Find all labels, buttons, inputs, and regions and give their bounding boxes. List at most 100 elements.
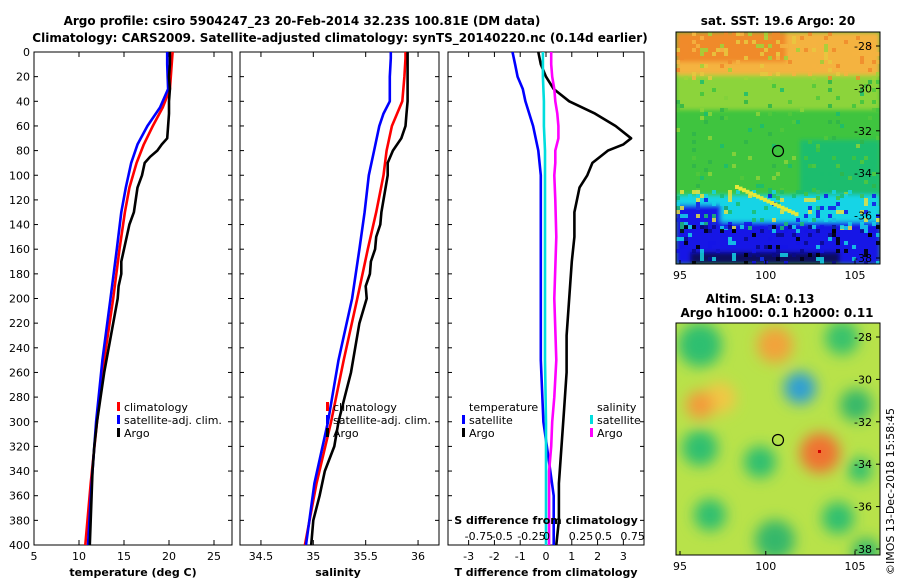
sst-pixel — [768, 76, 772, 80]
sst-pixel — [712, 202, 716, 206]
sst-pixel — [692, 44, 696, 48]
sst-pixel — [752, 40, 756, 44]
sst-pixel — [700, 48, 704, 52]
sst-pixel — [692, 140, 696, 144]
sst-pixel — [812, 225, 816, 229]
sla-argo-marker — [771, 433, 785, 447]
sst-pixel — [804, 198, 808, 202]
salinity-legend-argo: Argo — [333, 427, 359, 440]
sst-pixel — [808, 225, 812, 229]
sst-pixel — [768, 229, 772, 233]
sst-pixel — [773, 202, 778, 207]
sst-pixel — [776, 172, 780, 176]
salinity-legend: climatology satellite-adj. clim. Argo — [326, 401, 431, 440]
sla-map-field — [676, 323, 880, 555]
sst-pixel — [812, 48, 816, 52]
sst-pixel — [740, 32, 744, 36]
sst-pixel — [828, 68, 832, 72]
sst-pixel — [704, 229, 708, 233]
sst-pixel — [680, 229, 684, 233]
y-tick-label: 320 — [9, 440, 30, 453]
sst-pixel — [844, 210, 848, 214]
sst-pixel — [712, 225, 716, 229]
legend-salinity-argo: Argo — [597, 427, 623, 440]
sst-pixel — [756, 253, 760, 257]
map-y-tick-label: -38 — [854, 252, 872, 265]
map-y-tick-label: -28 — [854, 331, 872, 344]
sst-pixel — [744, 56, 748, 60]
legend-swatch-climatology — [117, 402, 120, 411]
sst-pixel — [704, 214, 708, 218]
sst-pixel — [852, 257, 856, 261]
sst-pixel — [872, 88, 876, 92]
sst-pixel — [688, 128, 692, 132]
sst-pixel — [872, 222, 876, 226]
map-y-tick-label: -28 — [854, 40, 872, 53]
sst-pixel — [724, 225, 728, 229]
sst-pixel — [844, 72, 848, 76]
sst-pixel — [868, 56, 872, 60]
sst-pixel — [796, 241, 800, 245]
sst-pixel — [756, 44, 760, 48]
sst-pixel — [736, 190, 740, 194]
legend-salinity-title: salinity — [597, 401, 637, 414]
temperature-legend-satellite: satellite-adj. clim. — [124, 414, 222, 427]
sst-pixel — [800, 108, 804, 112]
sst-pixel — [876, 233, 880, 237]
sst-pixel — [828, 88, 832, 92]
sst-pixel — [872, 76, 876, 80]
sst-pixel — [836, 112, 840, 116]
sst-pixel — [708, 257, 712, 261]
sst-pixel — [704, 225, 708, 229]
sst-pixel — [696, 245, 700, 249]
secondary-tick-label: -0.5 — [491, 530, 512, 543]
sst-pixel — [772, 245, 776, 249]
secondary-tick-label: -0.25 — [517, 530, 545, 543]
sst-pixel — [676, 202, 680, 206]
sst-pixel — [712, 257, 716, 261]
sst-pixel — [840, 210, 844, 214]
sst-pixel — [688, 80, 692, 84]
sst-pixel — [700, 253, 704, 257]
sst-pixel — [728, 160, 732, 164]
sst-pixel — [840, 124, 844, 128]
sst-pixel — [728, 222, 732, 226]
sst-pixel — [864, 210, 868, 214]
sst-pixel — [868, 233, 872, 237]
map-x-tick-label: 100 — [755, 560, 776, 573]
sst-pixel — [728, 190, 732, 194]
sst-pixel — [728, 68, 732, 72]
sla-map: Altim. SLA: 0.13 Argo h1000: 0.1 h2000: … — [673, 292, 881, 573]
sst-pixel — [748, 222, 752, 226]
sst-pixel — [792, 120, 796, 124]
sst-pixel — [752, 249, 756, 253]
y-tick-label: 200 — [9, 293, 30, 306]
sst-pixel — [860, 56, 864, 60]
sst-pixel — [828, 60, 832, 64]
sst-pixel — [752, 233, 756, 237]
sst-pixel — [728, 237, 732, 241]
sst-pixel — [696, 198, 700, 202]
sst-pixel — [684, 48, 688, 52]
sst-pixel — [864, 84, 868, 88]
sst-pixel — [700, 52, 704, 56]
sst-pixel — [792, 112, 796, 116]
sst-pixel — [816, 68, 820, 72]
sst-pixel — [692, 72, 696, 76]
map-x-tick-label: 95 — [673, 269, 687, 282]
sst-pixel — [800, 56, 804, 60]
sst-pixel — [704, 36, 708, 40]
sst-pixel — [864, 225, 868, 229]
difference-secondary-xlabel: S difference from climatology — [454, 514, 638, 527]
sst-pixel — [800, 48, 804, 52]
sst-pixel — [752, 261, 756, 264]
sst-pixel — [712, 222, 716, 226]
series-line-satellite-salinity- — [541, 52, 548, 545]
sst-pixel — [692, 261, 696, 264]
sst-pixel — [756, 176, 760, 180]
y-tick-label: 140 — [9, 219, 30, 232]
sst-pixel — [808, 218, 812, 222]
sst-pixel — [752, 210, 756, 214]
sst-pixel — [776, 40, 780, 44]
map-y-tick-label: -34 — [854, 167, 872, 180]
